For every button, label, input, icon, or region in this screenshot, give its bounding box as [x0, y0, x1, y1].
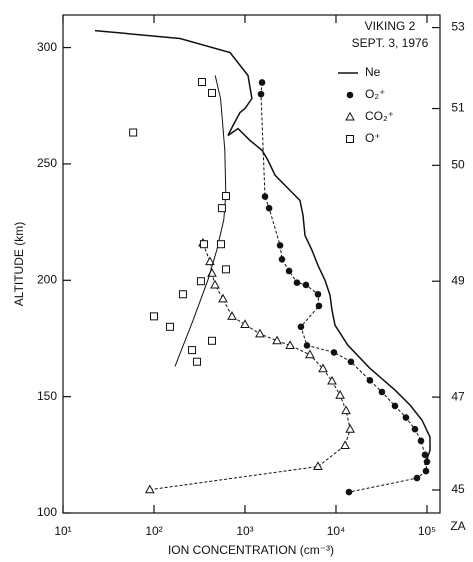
dot-marker — [345, 488, 353, 496]
square-marker — [193, 357, 202, 366]
square-marker — [188, 346, 197, 355]
dot-marker — [278, 256, 286, 263]
dot-marker — [297, 323, 305, 331]
series-line — [149, 242, 351, 491]
series-line — [260, 82, 428, 493]
title-line: VIKING 2 — [365, 19, 416, 33]
square-marker — [196, 277, 205, 286]
y-tick-label: 100 — [37, 505, 57, 519]
triangle-marker — [305, 349, 315, 359]
dot-marker — [258, 79, 266, 86]
title-line: SEPT. 3, 1976 — [352, 36, 429, 50]
square-marker — [221, 265, 230, 274]
x-axis-label: ION CONCENTRATION (cm⁻³) — [168, 543, 334, 557]
dot-marker — [276, 242, 284, 249]
triangle-marker — [272, 335, 282, 345]
dot-marker — [423, 458, 431, 466]
dot-marker — [265, 204, 273, 212]
dot-marker — [421, 451, 429, 459]
square-marker — [208, 336, 217, 345]
legend-label: CO₂⁺ — [365, 109, 394, 123]
triangle-marker — [285, 340, 295, 349]
triangle-marker — [345, 111, 355, 121]
dot-marker — [391, 402, 399, 410]
dot-marker — [422, 467, 430, 475]
x-tick-label: 10⁴ — [327, 524, 346, 538]
square-marker — [208, 88, 217, 97]
dot-marker — [303, 342, 311, 349]
triangle-marker — [313, 461, 323, 470]
x-tick-label: 10¹ — [54, 524, 71, 538]
y2-tick-label: 50 — [451, 158, 465, 172]
y-tick-label: 200 — [37, 272, 57, 286]
y2-tick-label: 45 — [451, 482, 465, 496]
square-marker — [149, 312, 158, 321]
series-line — [94, 29, 431, 466]
square-marker — [129, 128, 138, 137]
y2-tick-label: 53 — [451, 20, 465, 34]
triangle-marker — [327, 375, 337, 385]
square-marker — [217, 204, 226, 213]
triangle-marker — [341, 405, 351, 415]
triangle-marker — [240, 319, 250, 329]
x-tick-label: 10² — [145, 524, 162, 538]
dot-marker — [366, 377, 374, 384]
plot-frame — [62, 14, 441, 514]
dot-marker — [285, 267, 293, 275]
fit-line — [174, 75, 227, 367]
y-axis-label: ALTITUDE (km) — [12, 222, 26, 306]
square-marker — [198, 78, 207, 87]
square-marker — [178, 290, 187, 299]
dot-marker — [402, 414, 410, 421]
triangle-marker — [227, 311, 237, 320]
dot-marker — [347, 358, 355, 366]
legend-label: O⁺ — [365, 131, 381, 145]
triangle-marker — [218, 293, 228, 303]
dot-marker — [417, 437, 425, 445]
legend-label: Ne — [365, 65, 381, 79]
x-tick-label: 10⁵ — [418, 524, 436, 538]
square-marker — [346, 135, 354, 143]
y2-tick-label: 47 — [451, 389, 465, 403]
y-tick-label: 150 — [37, 389, 57, 403]
dot-marker — [261, 193, 269, 200]
dot-marker — [378, 388, 386, 396]
y2-axis-label: ZA — [450, 519, 465, 533]
y-tick-label: 250 — [37, 156, 57, 170]
dot-marker — [346, 91, 354, 99]
dot-marker — [293, 279, 301, 286]
triangle-marker — [210, 279, 220, 289]
dot-marker — [413, 474, 421, 482]
dot-marker — [257, 90, 265, 98]
x-tick-label: 10³ — [236, 524, 253, 538]
y2-tick-label: 51 — [451, 101, 465, 115]
triangle-marker — [340, 440, 350, 450]
dot-marker — [411, 425, 419, 433]
triangle-marker — [205, 256, 215, 266]
y2-tick-label: 49 — [451, 273, 465, 287]
triangle-marker — [144, 484, 155, 494]
square-marker — [166, 322, 175, 331]
triangle-marker — [345, 423, 355, 433]
triangle-marker — [335, 390, 345, 399]
dot-marker — [302, 281, 310, 289]
legend-label: O₂⁺ — [365, 87, 385, 101]
triangle-marker — [318, 363, 328, 373]
triangle-marker — [255, 328, 265, 338]
y-tick-label: 300 — [37, 40, 57, 54]
square-marker — [221, 192, 230, 201]
square-marker — [217, 240, 226, 249]
square-marker — [199, 240, 208, 249]
dot-marker — [314, 290, 322, 298]
dot-marker — [315, 302, 323, 310]
dot-marker — [330, 349, 338, 356]
